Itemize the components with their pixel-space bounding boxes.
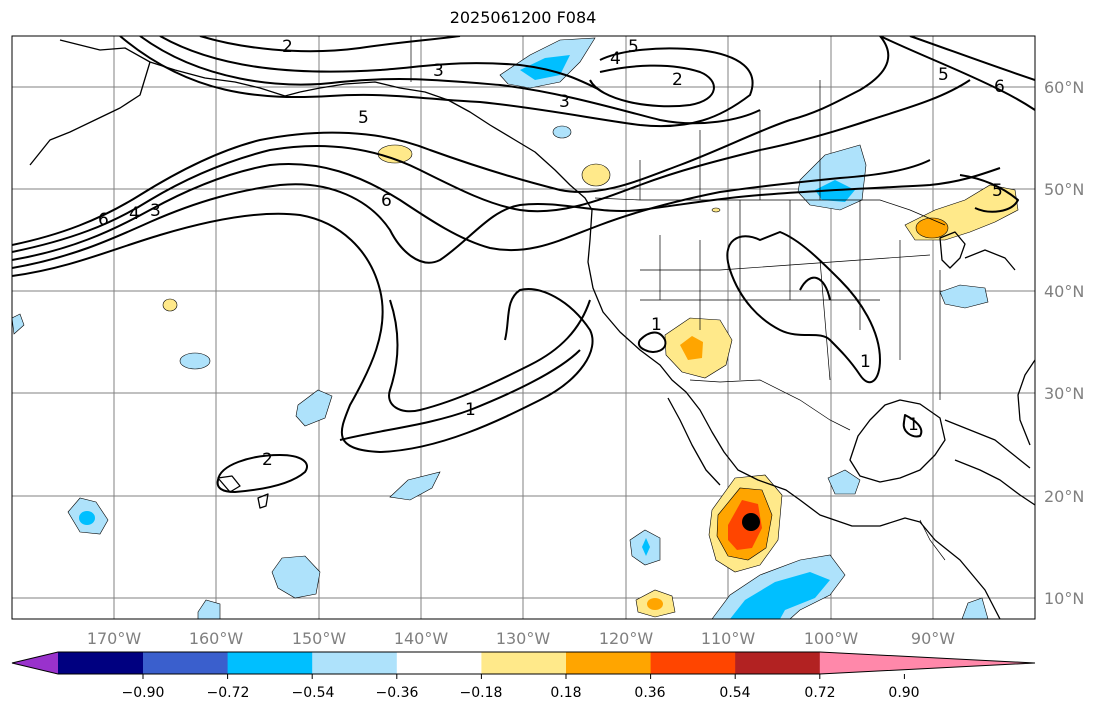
colorbar-tick-label: −0.90 [122, 685, 165, 701]
latitude-labels: 60°N 50°N 40°N 30°N 20°N 10°N [1044, 78, 1084, 608]
colorbar-swatch [566, 652, 652, 674]
contour-label: 5 [992, 181, 1003, 201]
colorbar-tick-label: 0.90 [888, 685, 919, 701]
colorbar-swatch [227, 652, 313, 674]
contour-label: 4 [610, 49, 621, 69]
colorbar-tick-label: 0.72 [804, 685, 835, 701]
longitude-label: 110°W [701, 629, 756, 648]
contour-label: 5 [358, 108, 369, 128]
latitude-label: 20°N [1044, 487, 1084, 506]
longitude-label: 100°W [804, 629, 859, 648]
latitude-label: 40°N [1044, 282, 1084, 301]
colorbar-tick-label: −0.18 [460, 685, 503, 701]
colorbar-swatch [312, 652, 398, 674]
colorbar-swatch [735, 652, 821, 674]
contour-label: 5 [938, 65, 949, 85]
contour-label: 5 [628, 37, 639, 57]
colorbar-tick-labels: −0.90 −0.72 −0.54 −0.36 −0.18 0.18 0.36 … [122, 685, 920, 701]
latitude-label: 10°N [1044, 589, 1084, 608]
contour-label: 1 [465, 400, 476, 420]
colorbar-swatch [650, 652, 736, 674]
contour-label: 2 [282, 37, 293, 57]
latitude-label: 50°N [1044, 180, 1084, 199]
colorbar-swatch [396, 652, 482, 674]
longitude-label: 160°W [189, 629, 244, 648]
colorbar-tick-label: 0.36 [634, 685, 665, 701]
contour-label: 6 [381, 191, 392, 211]
longitude-label: 150°W [292, 629, 347, 648]
colorbar-tick-label: −0.36 [376, 685, 419, 701]
contour-label: 1 [908, 415, 919, 435]
contour-label: 3 [433, 61, 444, 81]
longitude-label: 130°W [496, 629, 551, 648]
coastlines [29, 39, 1035, 619]
contour-labels: 2 3 5 4 5 2 3 5 6 6 4 3 6 5 2 1 1 1 1 [98, 37, 1005, 470]
colorbar-extend-max [819, 652, 1035, 674]
latitude-label: 60°N [1044, 78, 1084, 97]
latitude-label: 30°N [1044, 384, 1084, 403]
contour-label: 6 [994, 77, 1005, 97]
colorbar-tick-label: −0.54 [292, 685, 335, 701]
colorbar-outline [11, 651, 1036, 675]
colorbar [11, 651, 1036, 679]
longitude-label: 120°W [599, 629, 654, 648]
gridlines [12, 36, 1035, 619]
longitude-label: 170°W [87, 629, 142, 648]
colorbar-tick-label: 0.18 [550, 685, 581, 701]
contour-label: 1 [860, 352, 871, 372]
contour-label: 2 [262, 450, 273, 470]
longitude-label: 140°W [394, 629, 449, 648]
contour-label: 1 [651, 315, 662, 335]
storm-center-marker [742, 513, 760, 531]
longitude-label: 90°W [911, 629, 955, 648]
colorbar-swatch [481, 652, 567, 674]
colorbar-swatch [58, 652, 143, 674]
colorbar-swatch [143, 652, 229, 674]
contour-label: 6 [98, 210, 109, 230]
contour-label: 3 [559, 92, 570, 112]
map-title: 2025061200 F084 [449, 8, 597, 27]
colorbar-tick-label: 0.54 [719, 685, 750, 701]
colorbar-tick-label: −0.72 [207, 685, 250, 701]
contour-label: 3 [150, 201, 161, 221]
map-frame [11, 35, 1036, 620]
colorbar-extend-min [12, 652, 58, 674]
contour-label: 4 [129, 204, 140, 224]
contour-lines [12, 36, 1035, 493]
longitude-labels: 170°W 160°W 150°W 140°W 130°W 120°W 110°… [87, 629, 955, 648]
contour-label: 2 [672, 70, 683, 90]
